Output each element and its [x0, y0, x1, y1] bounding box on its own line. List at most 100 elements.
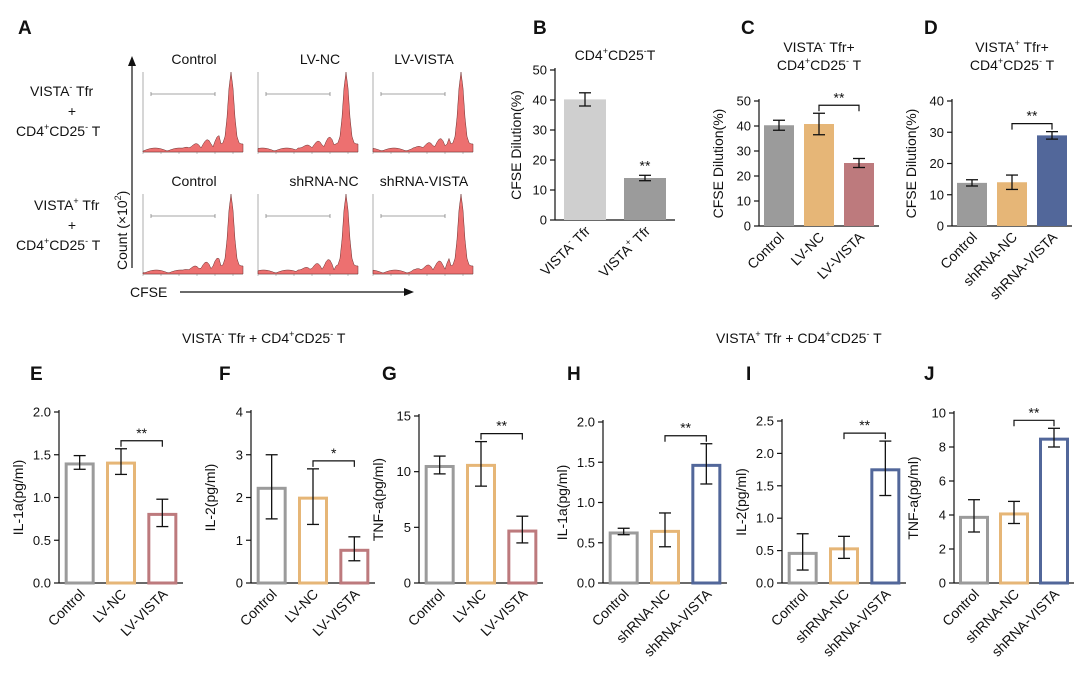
bar	[608, 531, 639, 585]
y-tick-label: 0.0	[33, 576, 51, 591]
chart-title: VISTA+ Tfr+	[975, 38, 1049, 55]
svg-text:VISTA- Tfr: VISTA- Tfr	[30, 82, 94, 99]
flow-histogram-curve	[372, 193, 474, 275]
y-tick-label: 0.5	[577, 535, 595, 550]
y-tick-label: 0	[744, 219, 751, 234]
y-tick-label: 40	[533, 93, 547, 108]
svg-text:+: +	[68, 103, 76, 119]
significance-stars: **	[859, 417, 870, 433]
significance-bracket	[818, 104, 860, 112]
significance-stars: **	[834, 89, 845, 105]
bar	[957, 182, 987, 226]
significance-stars: **	[640, 157, 651, 173]
y-tick-label: 1.5	[756, 478, 774, 493]
bar	[424, 464, 455, 585]
y-tick-label: 15	[397, 409, 411, 424]
flow-histogram-curve	[142, 193, 244, 275]
panel-label-a: A	[18, 18, 32, 39]
significance-bracket	[664, 435, 707, 442]
flow-histogram-curve	[257, 71, 359, 153]
flow-histogram	[257, 71, 359, 154]
y-tick-label: 10	[930, 187, 944, 202]
bar	[999, 512, 1029, 585]
y-tick-label: 0.0	[577, 576, 595, 591]
chart-title: CD4+CD25-T	[575, 46, 656, 63]
y-tick-label: 8	[939, 440, 946, 455]
significance-stars: *	[331, 445, 337, 461]
chart-panel-d: D VISTA+ Tfr+CD4+CD25- T 0 10 20 30 40 CFSE Dil…	[903, 18, 1072, 303]
y-tick-label: 4	[236, 405, 243, 420]
significance-stars: **	[1027, 108, 1038, 124]
significance-bracket	[312, 460, 355, 467]
panel-label-i: I	[746, 364, 751, 385]
bar	[1039, 437, 1069, 585]
y-tick-label: 2.0	[577, 415, 595, 430]
y-axis-label: IL-1a(pg/ml)	[10, 460, 26, 535]
flow-row-label-bottom: VISTA+ Tfr + CD4+CD25- T	[16, 196, 101, 253]
y-tick-label: 4	[939, 508, 946, 523]
y-tick-label: 20	[533, 153, 547, 168]
y-axis-label: TNF-a(pg/ml)	[905, 456, 921, 539]
y-tick-label: 2	[236, 490, 243, 505]
y-axis-label: IL-2(pg/ml)	[202, 464, 218, 532]
y-axis-label: TNF-a(pg/ml)	[370, 458, 386, 541]
y-tick-label: 2.5	[756, 414, 774, 429]
y-axis-label: CFSE Dilution(%)	[903, 109, 919, 219]
y-tick-label: 2.0	[756, 446, 774, 461]
flow-histogram-curve	[372, 71, 474, 153]
flow-histogram-curve	[257, 193, 359, 275]
chart-panel-i: I0.00.51.01.52.02.5IL-2(pg/ml)ControlshR…	[733, 364, 906, 660]
y-tick-label: 1.0	[33, 490, 51, 505]
bar	[764, 125, 794, 226]
flow-histogram	[257, 193, 359, 276]
y-tick-label: 10	[533, 183, 547, 198]
panel-label-j: J	[924, 364, 935, 385]
y-tick-label: 1.0	[756, 511, 774, 526]
y-tick-label: 3	[236, 447, 243, 462]
significance-bracket	[843, 432, 886, 440]
flow-histogram-curve	[142, 71, 244, 153]
x-category-label: Control	[45, 586, 88, 629]
y-tick-label: 6	[939, 474, 946, 489]
flow-label-top-1: Control	[171, 51, 216, 67]
y-tick-label: 1.0	[577, 495, 595, 510]
panel-a: A Control LV-NC LV-VISTA Control shRNA-N…	[16, 18, 474, 300]
y-tick-label: 40	[737, 119, 751, 134]
chart-panel-h: H0.00.51.01.52.0IL-1a(pg/ml)ControlshRNA…	[554, 364, 727, 660]
svg-text:VISTA+ Tfr: VISTA+ Tfr	[34, 196, 100, 213]
flow-histogram	[142, 71, 244, 154]
y-tick-label: 50	[533, 63, 547, 78]
flow-x-arrow-head	[404, 288, 414, 296]
flow-row-label-top: VISTA- Tfr + CD4+CD25- T	[16, 82, 101, 139]
flow-histogram	[372, 71, 474, 154]
chart-title: CD4+CD25- T	[970, 56, 1055, 73]
significance-stars: **	[680, 420, 691, 436]
y-axis-label: CFSE Dilution(%)	[508, 90, 524, 200]
flow-x-axis-label: CFSE	[130, 284, 167, 300]
x-category-label: Control	[405, 586, 448, 629]
y-tick-label: 0	[540, 213, 547, 228]
y-tick-label: 0.0	[756, 576, 774, 591]
flow-label-bottom-1: Control	[171, 173, 216, 189]
y-tick-label: 40	[930, 94, 944, 109]
flow-label-top-3: LV-VISTA	[394, 51, 454, 67]
panel-label-h: H	[567, 364, 581, 385]
flow-label-bottom-2: shRNA-NC	[289, 173, 358, 189]
y-tick-label: 0	[236, 576, 243, 591]
chart-panel-c: C VISTA- Tfr+CD4+CD25- T 0 10 20 30 40 50 CFSE D…	[710, 18, 879, 282]
y-axis-label: CFSE Dilution(%)	[710, 109, 726, 219]
panel-label-c: C	[741, 18, 755, 39]
y-tick-label: 10	[397, 464, 411, 479]
significance-bracket	[1013, 419, 1055, 427]
significance-bracket	[1011, 123, 1053, 130]
y-tick-label: 10	[932, 406, 946, 421]
panel-label-e: E	[30, 364, 43, 385]
y-tick-label: 1.5	[577, 455, 595, 470]
significance-stars: **	[496, 418, 507, 434]
y-axis-label: IL-1a(pg/ml)	[554, 465, 570, 540]
y-tick-label: 0.5	[33, 533, 51, 548]
svg-text:CD4+CD25- T: CD4+CD25- T	[16, 122, 101, 139]
flow-y-arrow-head	[128, 56, 136, 66]
